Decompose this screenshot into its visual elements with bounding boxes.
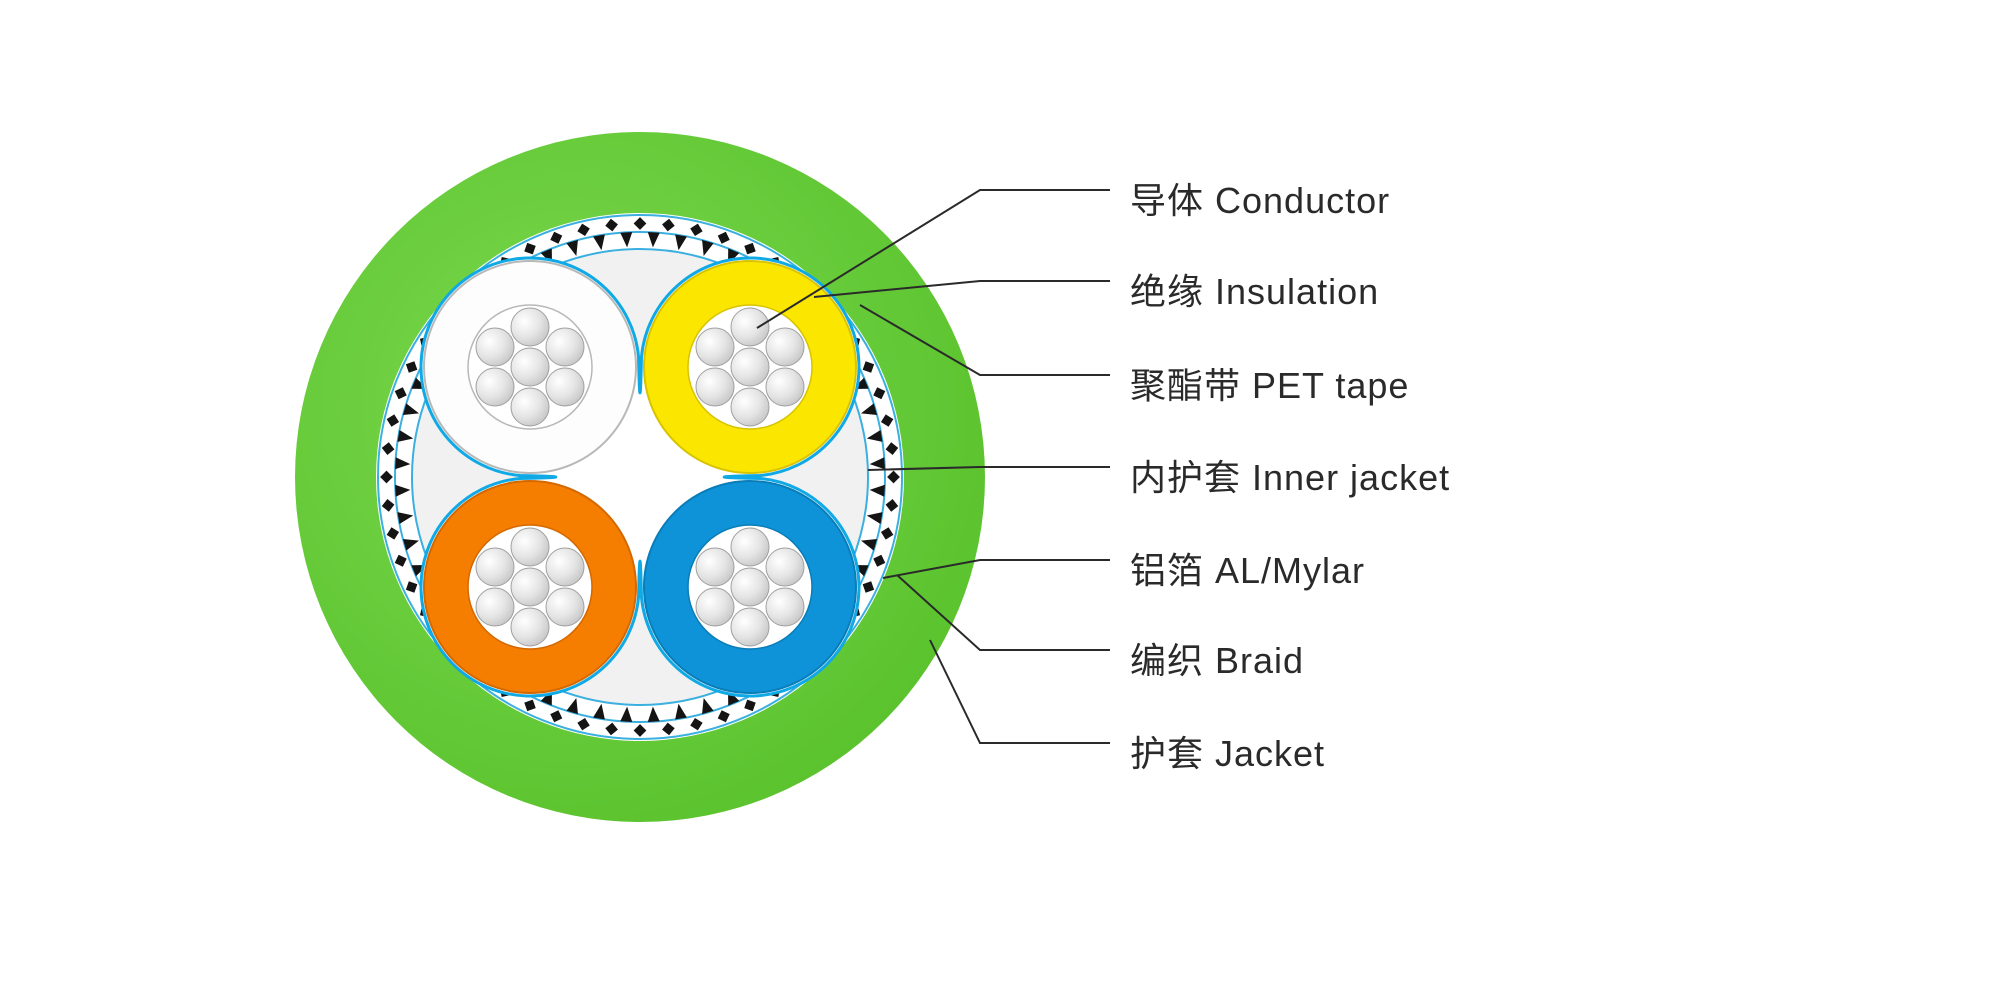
label-5: 编织 Braid bbox=[1130, 632, 1304, 684]
conductor-strand bbox=[476, 368, 514, 406]
conductor-strand bbox=[476, 588, 514, 626]
conductor-strand bbox=[766, 368, 804, 406]
conductor-strand bbox=[546, 548, 584, 586]
label-0: 导体 Conductor bbox=[1130, 172, 1390, 224]
conductor-strand bbox=[731, 608, 769, 646]
conductor-strand bbox=[731, 528, 769, 566]
label-6: 护套 Jacket bbox=[1130, 725, 1325, 777]
conductor-strand bbox=[731, 388, 769, 426]
core-3 bbox=[644, 481, 856, 693]
label-2: 聚酯带 PET tape bbox=[1130, 357, 1409, 409]
conductor-strand bbox=[546, 328, 584, 366]
conductor-strand bbox=[766, 328, 804, 366]
conductor-strand bbox=[546, 588, 584, 626]
conductor-strand bbox=[766, 588, 804, 626]
cable-diagram: 导体 Conductor 绝缘 Insulation 聚酯带 PET tape 内护套… bbox=[0, 0, 2000, 1000]
conductor-strand bbox=[511, 568, 549, 606]
core-0 bbox=[424, 261, 636, 473]
conductor-strand bbox=[511, 528, 549, 566]
conductor-strand bbox=[476, 548, 514, 586]
conductor-strand bbox=[511, 608, 549, 646]
label-1: 绝缘 Insulation bbox=[1130, 263, 1379, 315]
conductor-strand bbox=[696, 588, 734, 626]
label-4: 铝箔 AL/Mylar bbox=[1130, 542, 1365, 594]
conductor-strand bbox=[731, 348, 769, 386]
conductor-strand bbox=[696, 368, 734, 406]
conductor-strand bbox=[546, 368, 584, 406]
core-1 bbox=[644, 261, 856, 473]
leader-line-6 bbox=[930, 640, 1110, 743]
cable-svg bbox=[0, 0, 2000, 1000]
conductor-strand bbox=[511, 308, 549, 346]
conductor-strand bbox=[766, 548, 804, 586]
conductor-strand bbox=[511, 348, 549, 386]
conductor-strand bbox=[731, 308, 769, 346]
conductor-strand bbox=[696, 548, 734, 586]
conductor-strand bbox=[696, 328, 734, 366]
conductor-strand bbox=[511, 388, 549, 426]
label-3: 内护套 Inner jacket bbox=[1130, 449, 1450, 501]
core-2 bbox=[424, 481, 636, 693]
conductor-strand bbox=[731, 568, 769, 606]
conductor-strand bbox=[476, 328, 514, 366]
